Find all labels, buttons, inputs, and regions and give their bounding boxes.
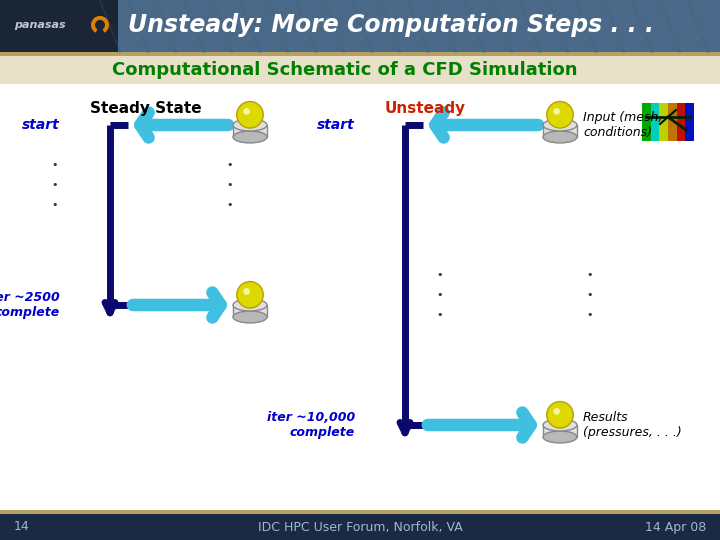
Wedge shape (91, 16, 109, 33)
Text: 14: 14 (14, 521, 30, 534)
Text: •: • (52, 180, 58, 190)
Ellipse shape (233, 131, 267, 143)
FancyBboxPatch shape (233, 125, 267, 137)
Text: Computational Schematic of a CFD Simulation: Computational Schematic of a CFD Simulat… (112, 61, 577, 79)
Text: Steady State: Steady State (90, 100, 202, 116)
Text: Input (mesh,
conditions): Input (mesh, conditions) (583, 111, 662, 139)
Text: •: • (587, 270, 593, 280)
Text: •: • (587, 290, 593, 300)
FancyBboxPatch shape (0, 0, 118, 52)
FancyBboxPatch shape (233, 305, 267, 317)
FancyBboxPatch shape (685, 103, 694, 141)
Text: •: • (587, 310, 593, 320)
FancyBboxPatch shape (0, 84, 720, 510)
Text: •: • (227, 160, 233, 170)
Text: •: • (227, 200, 233, 210)
FancyBboxPatch shape (642, 103, 694, 141)
Text: •: • (227, 180, 233, 190)
FancyBboxPatch shape (543, 425, 577, 437)
Text: IDC HPC User Forum, Norfolk, VA: IDC HPC User Forum, Norfolk, VA (258, 521, 462, 534)
FancyBboxPatch shape (0, 0, 720, 52)
Circle shape (553, 108, 560, 115)
Text: Unsteady: Unsteady (385, 100, 466, 116)
FancyBboxPatch shape (0, 56, 720, 84)
FancyBboxPatch shape (120, 0, 720, 52)
FancyBboxPatch shape (0, 52, 720, 56)
Ellipse shape (543, 119, 577, 131)
FancyBboxPatch shape (642, 103, 651, 141)
Text: •: • (437, 310, 444, 320)
FancyBboxPatch shape (543, 125, 577, 137)
Text: Unsteady: More Computation Steps . . .: Unsteady: More Computation Steps . . . (128, 13, 654, 37)
Circle shape (553, 408, 560, 415)
FancyBboxPatch shape (668, 103, 677, 141)
Ellipse shape (233, 311, 267, 323)
FancyBboxPatch shape (0, 514, 720, 540)
Text: •: • (437, 270, 444, 280)
Circle shape (546, 102, 573, 128)
Text: 14 Apr 08: 14 Apr 08 (644, 521, 706, 534)
Text: iter ~2500
complete: iter ~2500 complete (0, 291, 60, 319)
Text: panasas: panasas (14, 20, 66, 30)
Text: start: start (22, 118, 60, 132)
FancyBboxPatch shape (0, 510, 720, 514)
Text: •: • (52, 160, 58, 170)
FancyBboxPatch shape (677, 103, 685, 141)
Ellipse shape (543, 431, 577, 443)
Text: •: • (437, 290, 444, 300)
Text: iter ~10,000
complete: iter ~10,000 complete (266, 411, 355, 439)
Circle shape (237, 281, 264, 308)
Text: •: • (52, 200, 58, 210)
Text: Results
(pressures, . . .): Results (pressures, . . .) (583, 411, 682, 439)
Ellipse shape (233, 119, 267, 131)
Ellipse shape (543, 419, 577, 431)
Circle shape (243, 288, 250, 295)
Ellipse shape (233, 299, 267, 311)
Text: start: start (318, 118, 355, 132)
FancyBboxPatch shape (651, 103, 660, 141)
Circle shape (243, 108, 250, 115)
Circle shape (546, 402, 573, 428)
Circle shape (237, 102, 264, 128)
FancyBboxPatch shape (660, 103, 668, 141)
Ellipse shape (543, 131, 577, 143)
